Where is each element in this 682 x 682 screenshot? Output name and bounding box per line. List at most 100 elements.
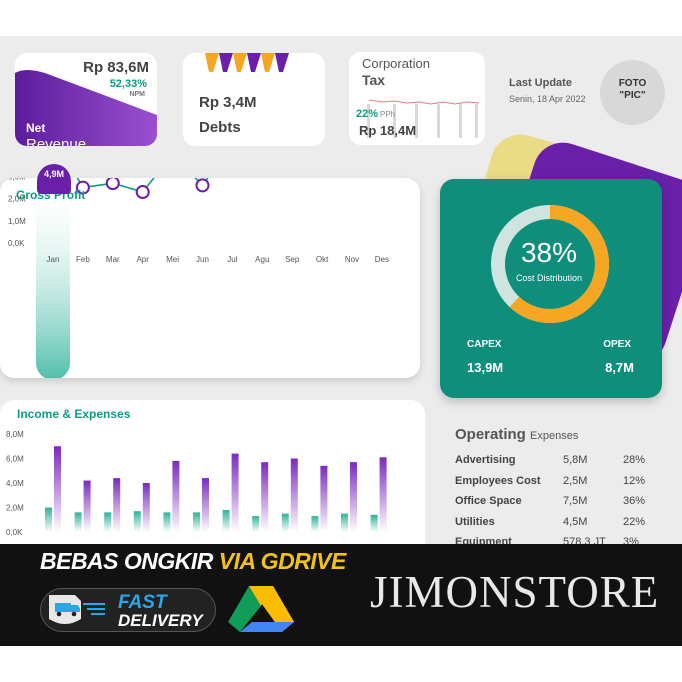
operating-value: 578,3 JT	[563, 536, 606, 544]
income-y-tick: 6,0M	[6, 455, 24, 464]
gross-profit-y-tick: 2,0M	[8, 195, 26, 204]
bottom-margin	[0, 646, 682, 682]
net-revenue-card[interactable]: Rp 83,6M 52,33% NPM Net Revenue	[15, 53, 157, 146]
fast-delivery-badge: FAST DELIVERY	[40, 588, 216, 632]
fast-label: FAST	[118, 592, 167, 613]
pic-photo-avatar[interactable]: FOTO "PIC"	[600, 60, 665, 125]
gross-profit-point[interactable]	[135, 185, 150, 200]
gross-profit-chart: 0,0K1,0M2,0M3,0M4,0M5,0M6,0MJanFebMarApr…	[8, 178, 389, 378]
income-bar[interactable]	[222, 509, 230, 532]
expense-bar[interactable]	[350, 462, 357, 532]
gross-profit-x-label: Jul	[227, 255, 237, 264]
operating-name: Office Space	[455, 495, 522, 507]
income-bar[interactable]	[193, 512, 200, 532]
income-bar[interactable]	[104, 512, 112, 532]
gross-profit-x-label: Sep	[285, 255, 300, 264]
income-y-tick: 4,0M	[6, 479, 24, 488]
expense-bar[interactable]	[202, 478, 209, 532]
npm-label: NPM	[129, 91, 145, 98]
operating-title-small: Expenses	[530, 430, 579, 442]
pph-label: PPh	[380, 110, 396, 119]
operating-row: Equipment 578,3 JT 3%	[455, 534, 655, 544]
operating-value: 2,5M	[563, 474, 588, 487]
income-expenses-title: Income & Expenses	[17, 407, 131, 421]
expense-bar[interactable]	[231, 453, 239, 532]
income-bar[interactable]	[163, 512, 171, 532]
expense-bar[interactable]	[320, 465, 328, 532]
gross-profit-x-label: Mei	[166, 255, 179, 264]
gross-profit-point[interactable]	[105, 178, 120, 191]
operating-percent: 12%	[623, 474, 646, 487]
expense-bar[interactable]	[142, 483, 150, 532]
top-margin	[0, 0, 682, 36]
income-bar[interactable]	[311, 516, 319, 532]
gross-profit-card[interactable]: Gross Profit 0,0K1,0M2,0M3,0M4,0M5,0M6,0…	[0, 178, 420, 378]
operating-expenses-title: Operating Expenses	[455, 426, 578, 443]
promo-banner: BEBAS ONGKIR VIA GDRIVE FAST DELIVERY JI…	[0, 544, 682, 646]
gross-profit-y-tick: 3,0M	[8, 178, 26, 182]
cost-distribution-percent: 38%	[520, 237, 578, 268]
expense-bar[interactable]	[113, 478, 121, 532]
store-name: JIMONSTORE	[370, 567, 660, 617]
income-bar[interactable]	[133, 511, 141, 532]
expense-bar[interactable]	[261, 462, 269, 532]
expense-bar[interactable]	[290, 458, 298, 533]
gross-profit-x-label: Feb	[76, 255, 90, 264]
gross-profit-x-label: Agu	[255, 255, 269, 264]
income-expenses-chart: 0,0K 2,0M 4,0M 6,0M 8,0M	[6, 430, 387, 537]
gross-profit-x-label: Nov	[345, 255, 359, 264]
corporation-tax-card[interactable]: Corporation Tax 22% PPh Rp 18,4M	[349, 52, 485, 145]
capex-value: 13,9M	[467, 360, 504, 375]
promo-headline-white: BEBAS ONGKIR	[40, 548, 219, 574]
income-bar[interactable]	[74, 512, 82, 532]
revenue-gradient-shape	[15, 70, 157, 146]
photo-label-line2: "PIC"	[619, 90, 646, 101]
gross-profit-line	[76, 178, 209, 193]
promo-headline: BEBAS ONGKIR VIA GDRIVE	[40, 548, 346, 575]
last-update-label: Last Update	[509, 77, 572, 89]
debts-label: Debts	[199, 119, 241, 136]
revenue-label: Revenue	[26, 136, 87, 146]
expense-bar[interactable]	[172, 460, 180, 532]
cost-distribution-donut	[491, 205, 609, 323]
income-y-tick: 8,0M	[6, 430, 24, 439]
gross-profit-highlight-badge: 4,9M	[37, 164, 71, 194]
income-bar[interactable]	[341, 513, 348, 532]
income-bar[interactable]	[252, 516, 260, 532]
dashboard: Rp 83,6M 52,33% NPM Net Revenue Rp 3,4M …	[0, 36, 682, 544]
photo-label-line1: FOTO	[618, 78, 647, 89]
operating-row: Utilities 4,5M 22%	[455, 514, 655, 535]
debts-chevron-decoration	[205, 53, 289, 72]
operating-row: Advertising 5,8M 28%	[455, 452, 655, 473]
income-expenses-card[interactable]: Income & Expenses 0,0K 2,0M 4,0M 6,0M 8,0M	[0, 400, 425, 544]
tax-percent: 22%	[356, 108, 379, 120]
expense-bar[interactable]	[379, 457, 387, 532]
operating-expenses-table: Advertising 5,8M 28% Employees Cost 2,5M 12% O…	[455, 452, 655, 544]
operating-row: Office Space 7,5M 36%	[455, 493, 655, 514]
income-y-tick: 0,0K	[6, 528, 23, 537]
gross-profit-highlight-band	[36, 192, 70, 378]
tax-label: Tax	[362, 72, 386, 88]
gross-profit-point[interactable]	[195, 178, 210, 193]
gross-profit-x-label: Mar	[106, 255, 120, 264]
tax-label-corporation: Corporation	[362, 56, 430, 71]
gross-profit-point[interactable]	[75, 180, 90, 195]
debts-card[interactable]: Rp 3,4M Debts	[183, 53, 325, 146]
cost-distribution-card[interactable]: 38% Cost Distribution CAPEX OPEX 13,9M 8…	[440, 179, 662, 398]
income-bar[interactable]	[370, 514, 378, 532]
debts-amount: Rp 3,4M	[199, 94, 257, 111]
gross-profit-x-label: Okt	[316, 255, 329, 264]
opex-value: 8,7M	[605, 360, 634, 375]
donut-opex-arc	[509, 205, 609, 323]
income-bar[interactable]	[45, 507, 52, 533]
cost-distribution-label: Cost Distribution	[515, 273, 583, 283]
operating-percent: 36%	[623, 495, 646, 507]
google-drive-icon	[228, 586, 294, 632]
tax-sparkline	[367, 99, 480, 138]
expense-bar[interactable]	[83, 480, 91, 532]
operating-title-main: Operating	[455, 426, 526, 443]
expense-bar[interactable]	[54, 446, 61, 532]
gross-profit-x-label: Jan	[47, 255, 60, 264]
income-bar[interactable]	[281, 513, 289, 532]
opex-label: OPEX	[603, 339, 631, 350]
